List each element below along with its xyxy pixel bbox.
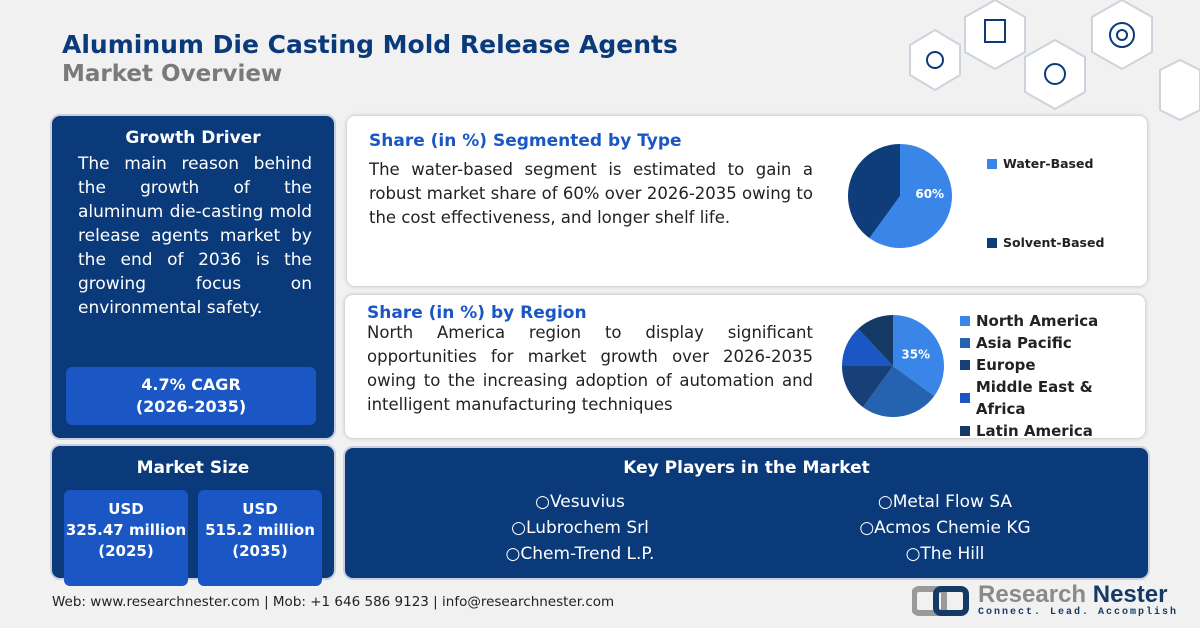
legend-item: Water-Based: [987, 156, 1104, 171]
growth-driver-panel: Growth Driver The main reason behind the…: [52, 116, 334, 438]
type-legend: Water-Based Solvent-Based: [987, 156, 1104, 314]
year: (2035): [232, 542, 288, 560]
logo-icon: [912, 585, 969, 616]
key-player-name: The Hill: [920, 544, 985, 564]
legend-label: Water-Based: [1003, 156, 1094, 171]
region-segment-panel: Share (in %) by Region North America reg…: [345, 295, 1145, 440]
cagr-period: (2026-2035): [135, 397, 247, 416]
key-player-name: Lubrochem Srl: [526, 518, 649, 538]
type-segment-panel: Share (in %) Segmented by Type The water…: [347, 116, 1147, 286]
type-pie-chart: 60%: [848, 144, 952, 248]
region-pie-chart: 35%: [842, 315, 944, 417]
key-player-name: Vesuvius: [550, 492, 625, 512]
key-player-item: ○Chem-Trend L.P.: [505, 544, 655, 564]
key-player-name: Acmos Chemie KG: [874, 518, 1031, 538]
key-players-panel: Key Players in the Market ○Vesuvius ○Meta…: [345, 448, 1148, 578]
key-player-item: ○The Hill: [905, 544, 985, 564]
legend-label: Latin America: [976, 422, 1093, 440]
legend-swatch: [987, 158, 997, 169]
market-size-2035: USD 515.2 million (2035): [198, 490, 322, 586]
region-pie-slice: [842, 328, 893, 366]
research-nester-logo: Research Nester Connect. Lead. Accomplis…: [912, 583, 1178, 618]
type-text: The water-based segment is estimated to …: [369, 160, 813, 227]
growth-driver-heading: Growth Driver: [125, 128, 261, 148]
legend-label: Solvent-Based: [1003, 235, 1105, 250]
value: 325.47 million: [65, 521, 187, 539]
region-heading: Share (in %) by Region: [367, 303, 587, 323]
legend-swatch: [960, 393, 970, 403]
legend-label: Middle East & Africa: [975, 378, 1093, 418]
cagr-badge: 4.7% CAGR (2026-2035): [66, 367, 316, 425]
legend-item: North America: [960, 310, 1145, 332]
market-size-panel: Market Size USD 325.47 million (2025) US…: [52, 446, 334, 586]
legend-swatch: [960, 360, 970, 370]
legend-label: Asia Pacific: [976, 334, 1072, 352]
key-player-item: ○Lubrochem Srl: [511, 518, 649, 538]
key-player-item: ○Vesuvius: [535, 492, 625, 512]
region-pie-slice: [863, 366, 935, 417]
legend-swatch: [960, 316, 970, 326]
logo-name-b: Nester: [1092, 581, 1168, 608]
currency: USD: [108, 500, 144, 518]
region-pie-slice: [842, 366, 893, 408]
currency: USD: [242, 500, 278, 518]
type-pie-slice: [848, 144, 900, 239]
logo-name-a: Research: [978, 581, 1087, 608]
market-size-heading: Market Size: [136, 458, 250, 478]
region-text: North America region to display signific…: [367, 323, 813, 414]
legend-item: Solvent-Based: [987, 235, 1104, 250]
value: 515.2 million: [205, 521, 315, 539]
cagr-value: 4.7% CAGR: [141, 375, 241, 394]
key-player-item: ○Metal Flow SA: [877, 492, 1013, 512]
key-player-item: ○Acmos Chemie KG: [859, 518, 1031, 538]
legend-label: Europe: [976, 356, 1036, 374]
legend-swatch: [960, 426, 970, 436]
region-pie-slice: [893, 315, 944, 396]
legend-item: Asia Pacific: [960, 332, 1145, 354]
region-legend: North America Asia Pacific Europe Middle Ea…: [960, 310, 1145, 442]
page-subtitle: Market Overview: [62, 61, 283, 87]
region-pie-slice: [858, 315, 893, 366]
legend-item: Europe: [960, 354, 1145, 376]
key-player-name: Chem-Trend L.P.: [520, 544, 655, 564]
growth-driver-text: The main reason behind the growth of the…: [78, 154, 312, 318]
legend-swatch: [960, 338, 970, 348]
legend-item: Middle East & Africa: [960, 376, 1145, 420]
key-player-name: Metal Flow SA: [892, 492, 1013, 512]
legend-swatch: [987, 237, 997, 248]
type-pie-data-label: 60%: [915, 187, 944, 201]
type-pie-slice: [869, 144, 952, 248]
market-size-2025: USD 325.47 million (2025): [64, 490, 188, 586]
page-title: Aluminum Die Casting Mold Release Agents: [62, 30, 678, 59]
logo-tagline: Connect. Lead. Accomplish: [978, 607, 1179, 618]
region-pie-data-label: 35%: [901, 347, 930, 361]
hexagon-decoration-icon: [909, 0, 1200, 122]
legend-label: North America: [976, 312, 1099, 330]
type-heading: Share (in %) Segmented by Type: [369, 131, 682, 151]
legend-item: Latin America: [960, 420, 1145, 442]
year: (2025): [98, 542, 154, 560]
key-players-heading: Key Players in the Market: [623, 458, 870, 478]
footer-contact: Web: www.researchnester.com | Mob: +1 64…: [52, 594, 615, 610]
